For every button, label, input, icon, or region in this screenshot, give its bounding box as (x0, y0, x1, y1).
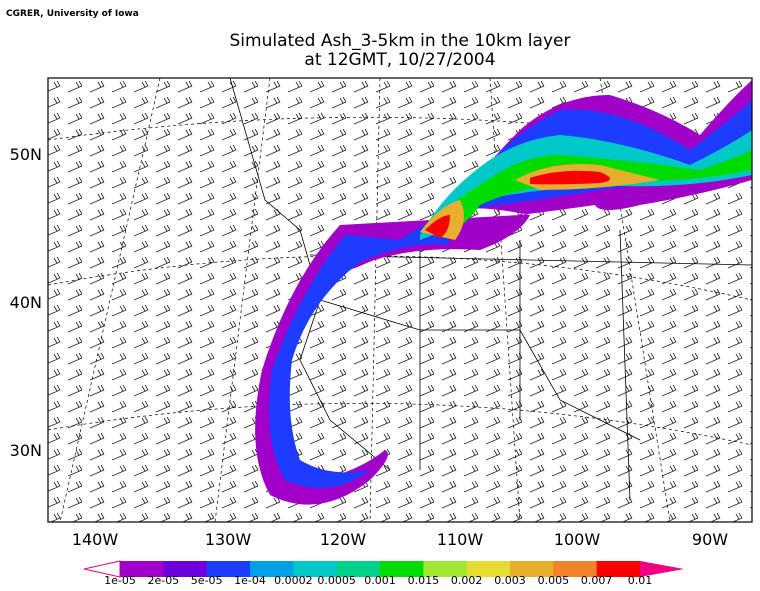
colorbar-label: 0.003 (494, 574, 526, 587)
colorbar-swatch (510, 561, 554, 577)
colorbar-swatch (380, 561, 424, 577)
lat-label: 40N (10, 293, 42, 312)
colorbar-label: 1e-04 (234, 574, 266, 587)
colorbar-label: 0.0005 (317, 574, 356, 587)
lon-label: 140W (72, 530, 119, 549)
colorbar-swatch (163, 561, 208, 577)
colorbar: 1e-05 2e-05 5e-05 1e-04 0.0002 0.0005 0.001 0.0… (83, 560, 684, 587)
colorbar-label: 0.001 (364, 574, 396, 587)
lon-label: 120W (320, 530, 367, 549)
axis-labels: 140W 130W 120W 110W 100W 90W 50N 40N 30N (10, 145, 729, 549)
colorbar-swatch (293, 561, 338, 577)
lon-label: 130W (205, 530, 252, 549)
lat-label: 30N (10, 441, 42, 460)
colorbar-label: 1e-05 (104, 574, 136, 587)
colorbar-label: 0.002 (451, 574, 483, 587)
colorbar-label: 0.007 (581, 574, 613, 587)
lon-label: 110W (437, 530, 484, 549)
colorbar-label: 2e-05 (147, 574, 179, 587)
colorbar-swatch (466, 561, 511, 577)
colorbar-swatch (250, 561, 294, 577)
colorbar-swatch (336, 561, 381, 577)
colorbar-label: 0.0002 (274, 574, 313, 587)
lat-label: 50N (10, 145, 42, 164)
colorbar-swatch (423, 561, 468, 577)
credit: CGRER, University of Iowa (6, 9, 139, 19)
colorbar-swatch (553, 561, 598, 577)
colorbar-swatch (120, 561, 164, 577)
title-line: at 12GMT, 10/27/2004 (304, 50, 495, 70)
colorbar-label: 0.005 (538, 574, 570, 587)
colorbar-label: 5e-05 (191, 574, 223, 587)
colorbar-swatch (596, 561, 641, 577)
colorbar-label: 0.01 (628, 574, 653, 587)
ash-plume (255, 80, 752, 505)
map (48, 78, 752, 522)
colorbar-over (640, 561, 684, 577)
colorbar-label: 0.015 (408, 574, 440, 587)
map-frame (47, 77, 753, 523)
colorbar-swatch (206, 561, 251, 577)
lon-label: 100W (554, 530, 601, 549)
lon-label: 90W (692, 530, 728, 549)
title-line: Simulated Ash_3-5km in the 10km layer (230, 31, 571, 51)
